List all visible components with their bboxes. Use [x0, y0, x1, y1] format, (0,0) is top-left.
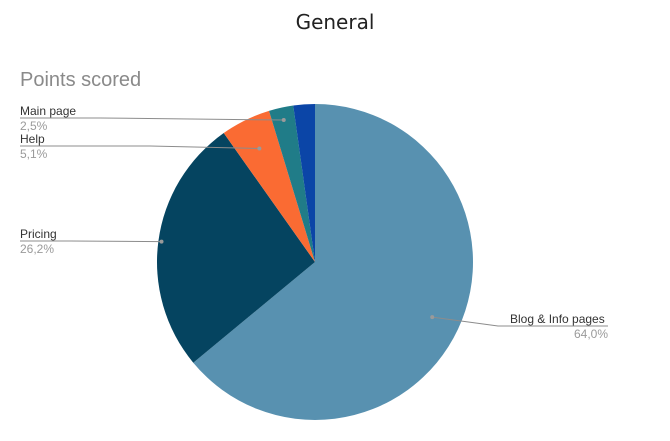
- slice-label-pricing: Pricing: [20, 227, 57, 241]
- slice-percent-pricing: 26,2%: [20, 242, 54, 256]
- slice-percent-main-page: 2,5%: [20, 119, 48, 133]
- slice-label-main-page: Main page: [20, 104, 76, 118]
- leader-dot-blog-info-pages: [430, 315, 435, 320]
- leader-line-main-page: [20, 117, 284, 121]
- pie-slice-blog-info-pages: [193, 104, 474, 420]
- slice-percent-help: 5,1%: [20, 147, 48, 161]
- leader-line-blog-info-pages: [432, 316, 608, 327]
- leader-line-help: [20, 145, 260, 149]
- pie-slice-main-page: [269, 105, 315, 262]
- page-title: General: [295, 10, 375, 34]
- chart-title: Points scored: [20, 69, 141, 91]
- leader-lines: [20, 117, 608, 327]
- leader-dot-main-page: [281, 118, 286, 123]
- pie-slices: [156, 104, 474, 420]
- slice-label-blog-info-pages: Blog & Info pages: [510, 312, 605, 326]
- leader-dot-pricing: [159, 239, 164, 244]
- leader-line-pricing: [20, 240, 162, 243]
- leader-dot-help: [257, 146, 262, 151]
- pie-slice-pricing: [156, 133, 315, 363]
- slice-label-help: Help: [20, 132, 45, 146]
- pie-slice-slice-5: [293, 104, 315, 262]
- slice-percent-blog-info-pages: 64,0%: [574, 327, 608, 341]
